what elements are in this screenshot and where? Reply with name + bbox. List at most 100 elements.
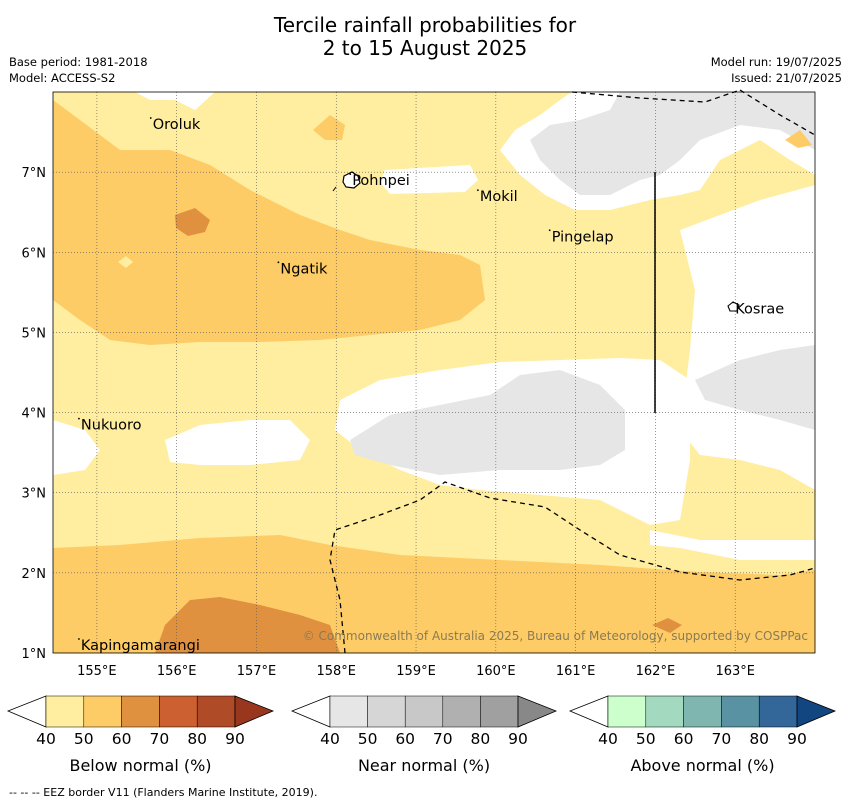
- legend-below-tick: 50: [73, 730, 94, 748]
- place-marker: [548, 229, 551, 232]
- base-period-text: Base period: 1981-2018: [9, 55, 148, 69]
- model-run-text: Model run: 19/07/2025: [710, 55, 842, 69]
- lon-label: 158°E: [316, 664, 356, 679]
- lon-label: 159°E: [396, 664, 436, 679]
- copyright-text: © Commonwealth of Australia 2025, Bureau…: [303, 629, 808, 643]
- legend-above-tick: 60: [673, 730, 694, 748]
- pohnpei-island: [342, 171, 361, 189]
- place-label-oroluk: Oroluk: [153, 117, 201, 133]
- below-40-dot: [118, 256, 133, 268]
- legend-below-low-arrow: [6, 695, 47, 728]
- place-marker: [78, 638, 80, 640]
- place-marker: [732, 301, 735, 304]
- place-label-ngatik: Ngatik: [280, 261, 328, 277]
- place-label-pingelap: Pingelap: [552, 229, 614, 245]
- legend-below-tick: 40: [36, 730, 56, 748]
- legend-above-tick: 40: [598, 730, 618, 748]
- legend-below-high-arrow: [234, 695, 275, 728]
- below-50-region-west: [53, 100, 485, 345]
- place-label-kapingamarangi: Kapingamarangi: [81, 638, 200, 654]
- lon-label: 157°E: [237, 664, 277, 679]
- legend-near-high-arrow: [517, 695, 558, 728]
- white-region-south: [650, 530, 815, 560]
- legend-above-tick: 50: [635, 730, 656, 748]
- legend-above-low-arrow: [568, 695, 609, 728]
- legend-below-swatch: [83, 695, 122, 728]
- place-label-nukuoro: Nukuoro: [81, 418, 142, 434]
- eez-border: [329, 89, 816, 654]
- lat-label: 6°N: [22, 246, 47, 261]
- meta-left: Base period: 1981-2018 Model: ACCESS-S2: [9, 54, 148, 86]
- place-marker: [78, 417, 80, 420]
- near-40-region-central: [350, 370, 625, 475]
- place-marker: [476, 189, 479, 192]
- eez-footnote: -- -- -- EEZ border V11 (Flanders Marine…: [9, 786, 318, 799]
- place-label-pohnpei: Pohnpei: [352, 173, 410, 189]
- legend-above-swatch: [758, 695, 798, 728]
- lat-label: 7°N: [22, 166, 47, 181]
- map-grid: [53, 92, 815, 653]
- below-50-region-oroluk: [313, 115, 345, 140]
- legend-near-tick: 40: [320, 730, 340, 748]
- meta-right: Model run: 19/07/2025 Issued: 21/07/2025: [711, 54, 842, 86]
- legend-near-swatch: [404, 695, 444, 728]
- legend-near-swatch: [329, 695, 368, 728]
- legend-above-high-arrow: [796, 695, 837, 728]
- legend-above-swatch: [721, 695, 760, 728]
- legend-below-swatch: [159, 695, 198, 728]
- below-50-region-ne: [785, 130, 812, 148]
- issued-text: Issued: 21/07/2025: [731, 71, 842, 85]
- legend-near-swatch: [442, 695, 481, 728]
- model-text: Model: ACCESS-S2: [9, 71, 116, 85]
- legend-below-swatch: [45, 695, 85, 728]
- below-60-region-se: [652, 618, 682, 633]
- legend-above-swatch: [645, 695, 684, 728]
- place-label-kosrae: Kosrae: [735, 301, 784, 317]
- legend-above-swatch: [607, 695, 647, 728]
- legend-below-tick: 90: [225, 730, 245, 748]
- map-canvas[interactable]: Oroluk Pohnpei Mokil Pingelap Ngatik Kosrae Nu…: [0, 0, 850, 700]
- legend-above-swatch: [683, 695, 722, 728]
- place-marker: [277, 261, 280, 264]
- lon-label: 155°E: [77, 664, 117, 679]
- near-40-region-east: [695, 345, 815, 430]
- legend-colorbars: [6, 695, 837, 728]
- legend-near-tick: 60: [395, 730, 416, 748]
- legend-near-swatch: [480, 695, 519, 728]
- legend-below-tick: 60: [111, 730, 132, 748]
- map-frame: [52, 91, 816, 654]
- lon-label: 160°E: [476, 664, 516, 679]
- legend-below-tick: 80: [187, 730, 208, 748]
- lon-label: 162°E: [636, 664, 676, 679]
- longitude-labels: 155°E 156°E 157°E 158°E 159°E 160°E 161°E 162°E…: [77, 664, 755, 679]
- place-marker: [149, 117, 152, 119]
- legend-near-tick: 50: [357, 730, 378, 748]
- legend-above-tick: 80: [749, 730, 770, 748]
- white-region-north: [135, 92, 215, 110]
- legend-near-low-arrow: [290, 695, 331, 728]
- below-60-region-ngatik: [175, 208, 210, 236]
- legend-near-caption: Near normal (%): [357, 756, 491, 775]
- kosrae-island: [727, 301, 740, 312]
- legend-near-swatch: [367, 695, 406, 728]
- legend-near-tick: 80: [470, 730, 491, 748]
- legend-below-tick: 70: [149, 730, 170, 748]
- lat-label: 1°N: [22, 647, 47, 662]
- map-fields: [53, 92, 815, 653]
- eez-border-north: [571, 89, 816, 136]
- legend-near-tick: 70: [432, 730, 453, 748]
- title-line-2: 2 to 15 August 2025: [322, 36, 528, 60]
- below-60-region-south: [155, 597, 340, 653]
- legend-below-swatch: [121, 695, 160, 728]
- white-region-east: [680, 185, 815, 490]
- legend-above-tick: 90: [787, 730, 807, 748]
- lon-label: 156°E: [157, 664, 197, 679]
- lon-label: 161°E: [556, 664, 596, 679]
- legend-below-caption: Below normal (%): [69, 756, 212, 775]
- lat-label: 4°N: [22, 407, 47, 422]
- lat-label: 5°N: [22, 326, 47, 341]
- legend-above-caption: Above normal (%): [630, 756, 775, 775]
- white-region-nukuoro: [53, 420, 100, 475]
- lon-label: 163°E: [715, 664, 755, 679]
- latitude-labels: 7°N 6°N 5°N 4°N 3°N 2°N 1°N: [22, 166, 47, 662]
